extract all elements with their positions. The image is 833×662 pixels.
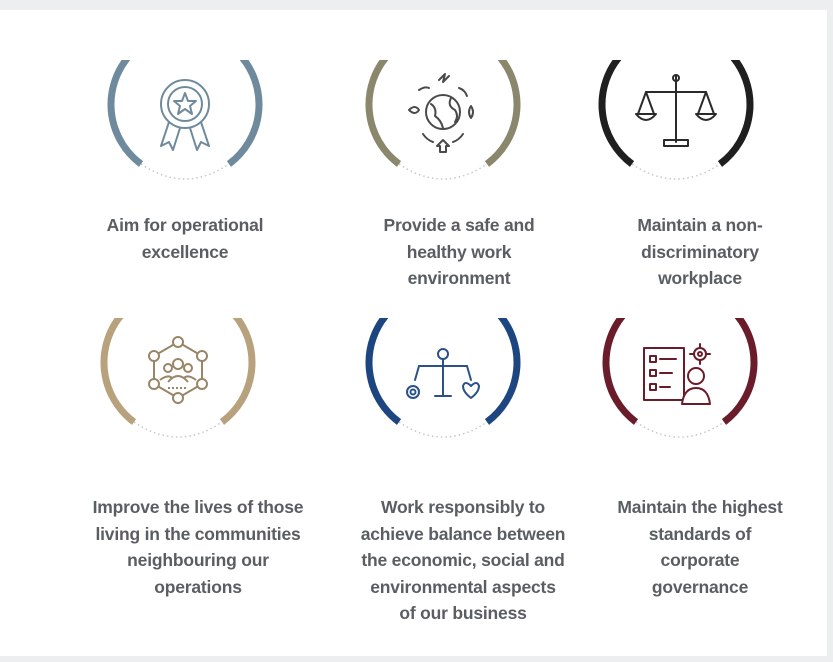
window-right-edge: [827, 0, 833, 662]
caption-operational-excellence: Aim for operational excellence: [106, 215, 264, 262]
community-network-icon: [148, 336, 208, 404]
caption-safe-work-environment: Provide a safe and healthy work environmen…: [383, 215, 535, 288]
scales-icon: [635, 74, 717, 147]
window-bottom-edge: [0, 656, 833, 662]
caption-community-lives: Improve the lives of those living in the …: [92, 497, 304, 597]
operational-excellence-badge: [105, 60, 265, 190]
balance-person-icon: [406, 348, 480, 399]
caption-corporate-governance: Maintain the highest standards of corporat…: [617, 497, 783, 597]
checklist-person-icon: [643, 343, 711, 405]
safe-work-environment-badge: [363, 60, 523, 190]
caption-balance-business: Work responsibly to achieve balance betwe…: [360, 497, 566, 623]
balance-business-badge: [363, 318, 523, 448]
non-discriminatory-workplace-badge: [596, 60, 756, 190]
caption-non-discriminatory-workplace: Maintain a non-discriminatory workplace: [637, 215, 763, 288]
award-ribbon-icon: [160, 79, 210, 151]
community-lives-badge: [98, 318, 258, 448]
corporate-governance-badge: [600, 318, 760, 448]
globe-cycle-icon: [408, 73, 474, 153]
window-top-edge: [0, 0, 833, 10]
